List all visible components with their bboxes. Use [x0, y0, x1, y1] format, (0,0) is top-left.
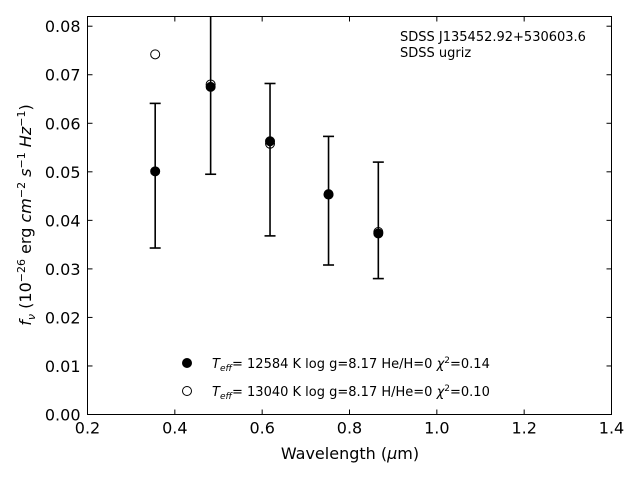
legend-marker-open [182, 386, 192, 396]
y-axis-label: fν (10−26 erg cm−2 s−1 Hz−1) [15, 104, 38, 325]
y-tick-label: 0.05 [45, 163, 81, 182]
model-point-filled [323, 189, 334, 200]
model-point-filled [373, 228, 384, 239]
error-bars [149, 16, 384, 280]
x-tick-label: 1.4 [599, 419, 624, 438]
x-tick-label: 0.6 [249, 419, 274, 438]
x-tick-label: 0.2 [75, 419, 100, 438]
model-point-filled [150, 166, 161, 177]
plot-frame [87, 16, 612, 415]
y-tick-label: 0.07 [45, 66, 81, 85]
x-tick-label: 0.4 [162, 419, 187, 438]
annotation-line-1: SDSS J135452.92+530603.6 [400, 30, 586, 45]
y-tick-label: 0.01 [45, 357, 81, 376]
legend-marker-filled [182, 358, 192, 368]
y-tick-label: 0.04 [45, 211, 81, 230]
legend-entry-2: Teff= 13040 K log g=8.17 H/He=0 χ2=0.10 [212, 384, 490, 402]
data-markers [150, 49, 384, 239]
x-tick-label: 1.0 [424, 419, 449, 438]
annotation-line-2: SDSS ugriz [400, 46, 471, 61]
model-point-open [150, 49, 161, 60]
x-tick-label: 1.2 [511, 419, 536, 438]
x-tick-label: 0.8 [337, 419, 362, 438]
model-point-filled [205, 81, 216, 92]
legend: Teff= 12584 K log g=8.17 He/H=0 χ2=0.14 … [182, 356, 490, 402]
y-tick-label: 0.03 [45, 260, 81, 279]
axis-ticks: 0.2 0.4 0.6 0.8 1.0 1.2 1.4 0.00 0.01 0.02 0.03 0.0… [45, 16, 624, 438]
y-tick-label: 0.02 [45, 308, 81, 327]
x-axis-label: Wavelength (μm) [281, 444, 419, 463]
y-tick-label: 0.06 [45, 114, 81, 133]
y-tick-label: 0.00 [45, 406, 81, 425]
model-point-filled [265, 136, 276, 147]
legend-entry-1: Teff= 12584 K log g=8.17 He/H=0 χ2=0.14 [212, 356, 490, 374]
y-tick-label: 0.08 [45, 17, 81, 36]
